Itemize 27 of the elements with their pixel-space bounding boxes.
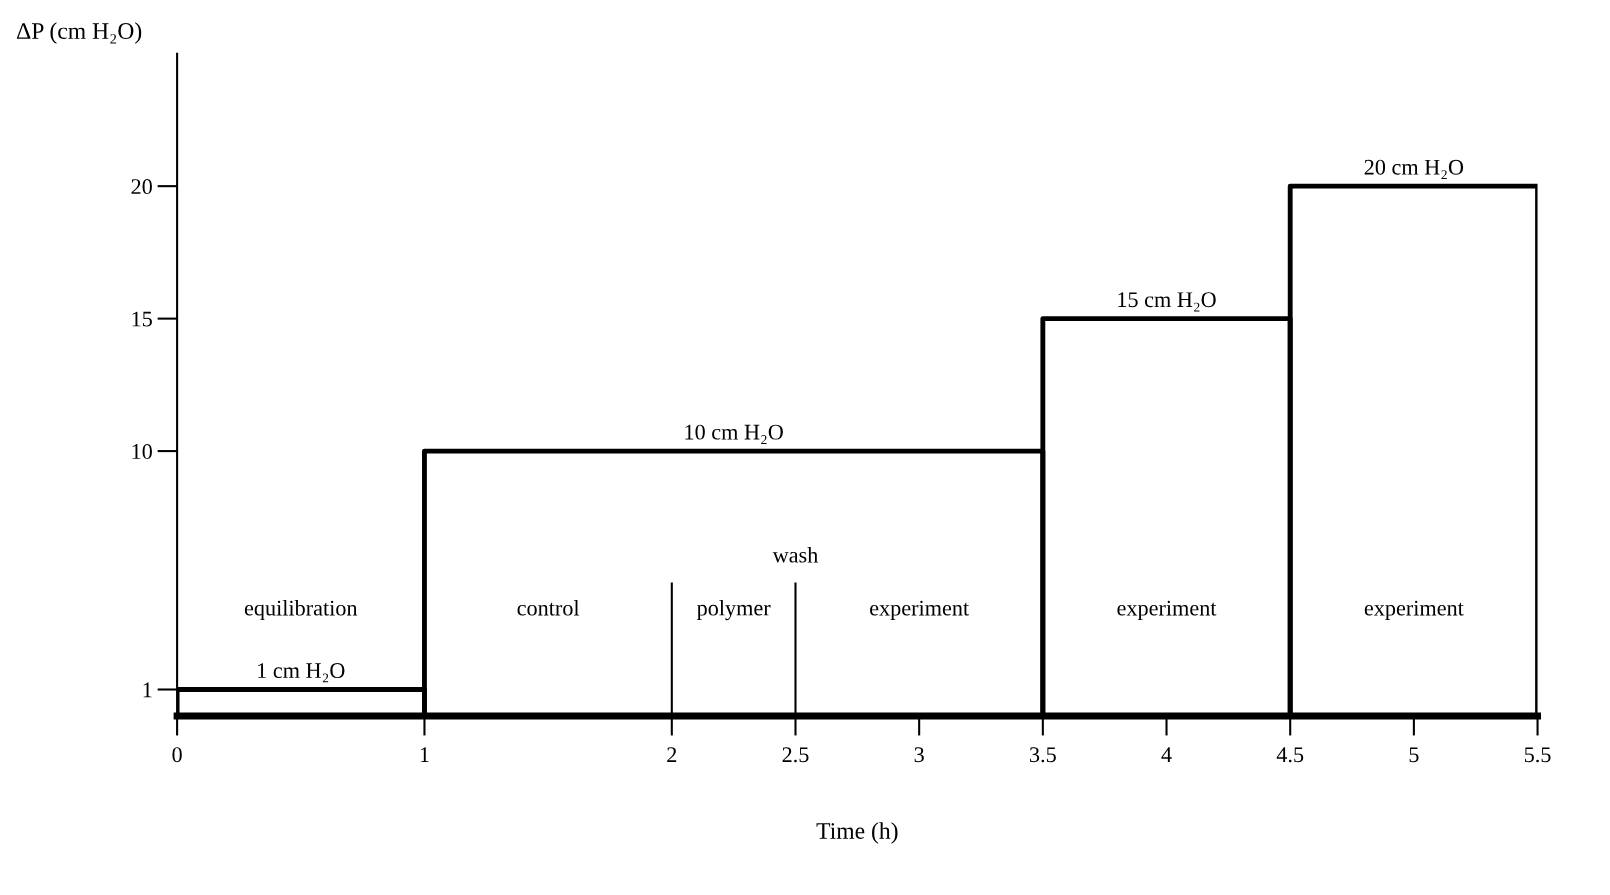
annotation: wash	[772, 546, 819, 563]
data-label: 15 cm H₂O	[1118, 292, 1216, 312]
y-axis-title: ΔP (cm H₂O)	[17, 22, 142, 44]
annotation: polymer	[696, 599, 771, 621]
x-tick-label: 3	[914, 747, 924, 763]
x-tick-label: 3.5	[1030, 747, 1056, 763]
y-tick-label: 10	[132, 444, 152, 460]
x-axis-title: Time (h)	[816, 822, 898, 844]
annotation: experiment	[870, 600, 970, 621]
data-label: 10 cm H₂O	[685, 424, 783, 444]
x-tick-label: 4.5	[1276, 747, 1304, 763]
annotation: experiment	[1364, 600, 1464, 621]
x-tick-label: 5.5	[1524, 747, 1551, 763]
x-tick-label: 5	[1409, 747, 1419, 763]
annotation: control	[517, 599, 580, 616]
y-tick-label: 15	[132, 311, 152, 327]
x-tick-label: 0	[172, 747, 182, 763]
y-tick-label: 1	[143, 682, 152, 698]
y-tick-label: 20	[131, 179, 152, 195]
x-tick-label: 4	[1161, 747, 1172, 762]
x-tick-label: 1	[420, 747, 429, 762]
annotation: experiment	[1117, 600, 1217, 621]
x-tick-label: 2.5	[782, 747, 809, 763]
x-tick-label: 2	[667, 747, 677, 762]
data-label: 20 cm H₂O	[1364, 159, 1464, 180]
annotation: equilibration	[244, 599, 358, 621]
data-label: 1 cm H₂O	[258, 663, 345, 683]
